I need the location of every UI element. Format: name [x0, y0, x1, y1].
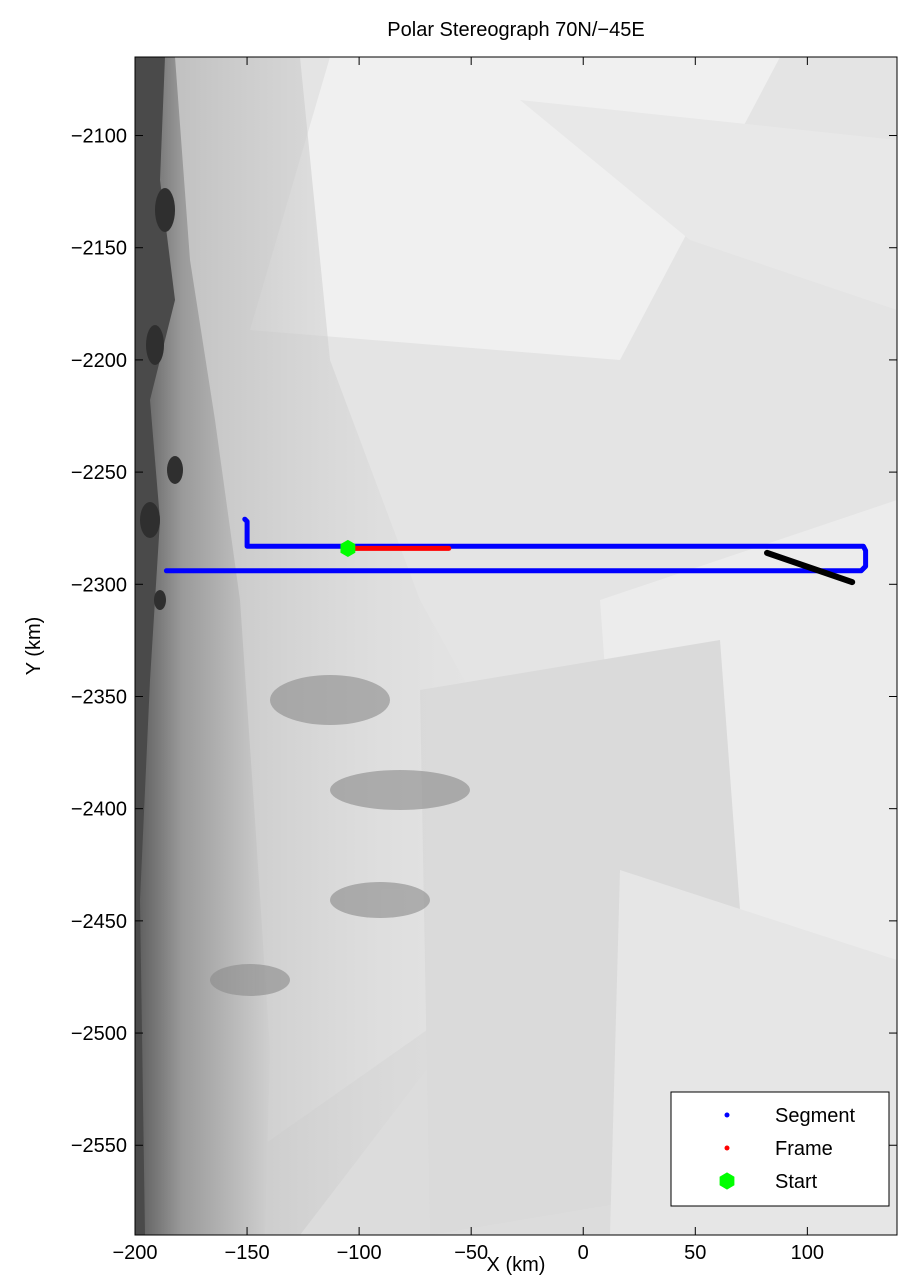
y-axis-label: Y (km): [23, 617, 45, 676]
x-tick-label: −200: [112, 1242, 157, 1264]
x-axis-ticks: −200 −150 −100 −50 0 50 100: [112, 57, 824, 1264]
figure-title: Polar Stereograph 70N/−45E: [387, 19, 644, 41]
x-tick-label: 100: [791, 1242, 824, 1264]
x-tick-label: −50: [454, 1242, 488, 1264]
legend: Segment Frame Start: [670, 1091, 890, 1207]
y-tick-label: −2100: [71, 126, 127, 148]
y-tick-label: −2550: [71, 1135, 127, 1157]
x-tick-label: −150: [225, 1242, 270, 1264]
x-axis-label: X (km): [487, 1254, 546, 1276]
flight-tracks: [163, 516, 869, 586]
legend-item-segment: Segment: [724, 1105, 855, 1127]
start-marker: [340, 539, 356, 557]
legend-marker: [719, 1172, 735, 1190]
y-tick-label: −2300: [71, 574, 127, 596]
y-axis-ticks: −2100 −2150 −2200 −2250 −2300 −2350 −2400 −2450…: [71, 126, 897, 1157]
y-tick-label: −2350: [71, 686, 127, 708]
legend-label: Start: [775, 1171, 818, 1193]
x-tick-label: 50: [684, 1242, 706, 1264]
y-tick-label: −2150: [71, 238, 127, 260]
x-tick-label: 0: [578, 1242, 589, 1264]
black-track: [764, 549, 856, 586]
legend-item-frame: Frame: [724, 1138, 833, 1160]
y-tick-label: −2450: [71, 911, 127, 933]
legend-item-start: Start: [719, 1171, 818, 1193]
segment-track: [163, 516, 869, 574]
plot-frame: [134, 56, 898, 1236]
legend-marker: [724, 1112, 730, 1118]
y-tick-label: −2500: [71, 1023, 127, 1045]
y-tick-label: −2200: [71, 350, 127, 372]
legend-marker: [724, 1145, 730, 1151]
legend-label: Segment: [775, 1105, 855, 1127]
legend-label: Frame: [775, 1138, 833, 1160]
y-tick-label: −2400: [71, 799, 127, 821]
satellite-basemap: [135, 57, 897, 1235]
x-tick-label: −100: [337, 1242, 382, 1264]
y-tick-label: −2250: [71, 462, 127, 484]
legend-box: [670, 1091, 890, 1207]
